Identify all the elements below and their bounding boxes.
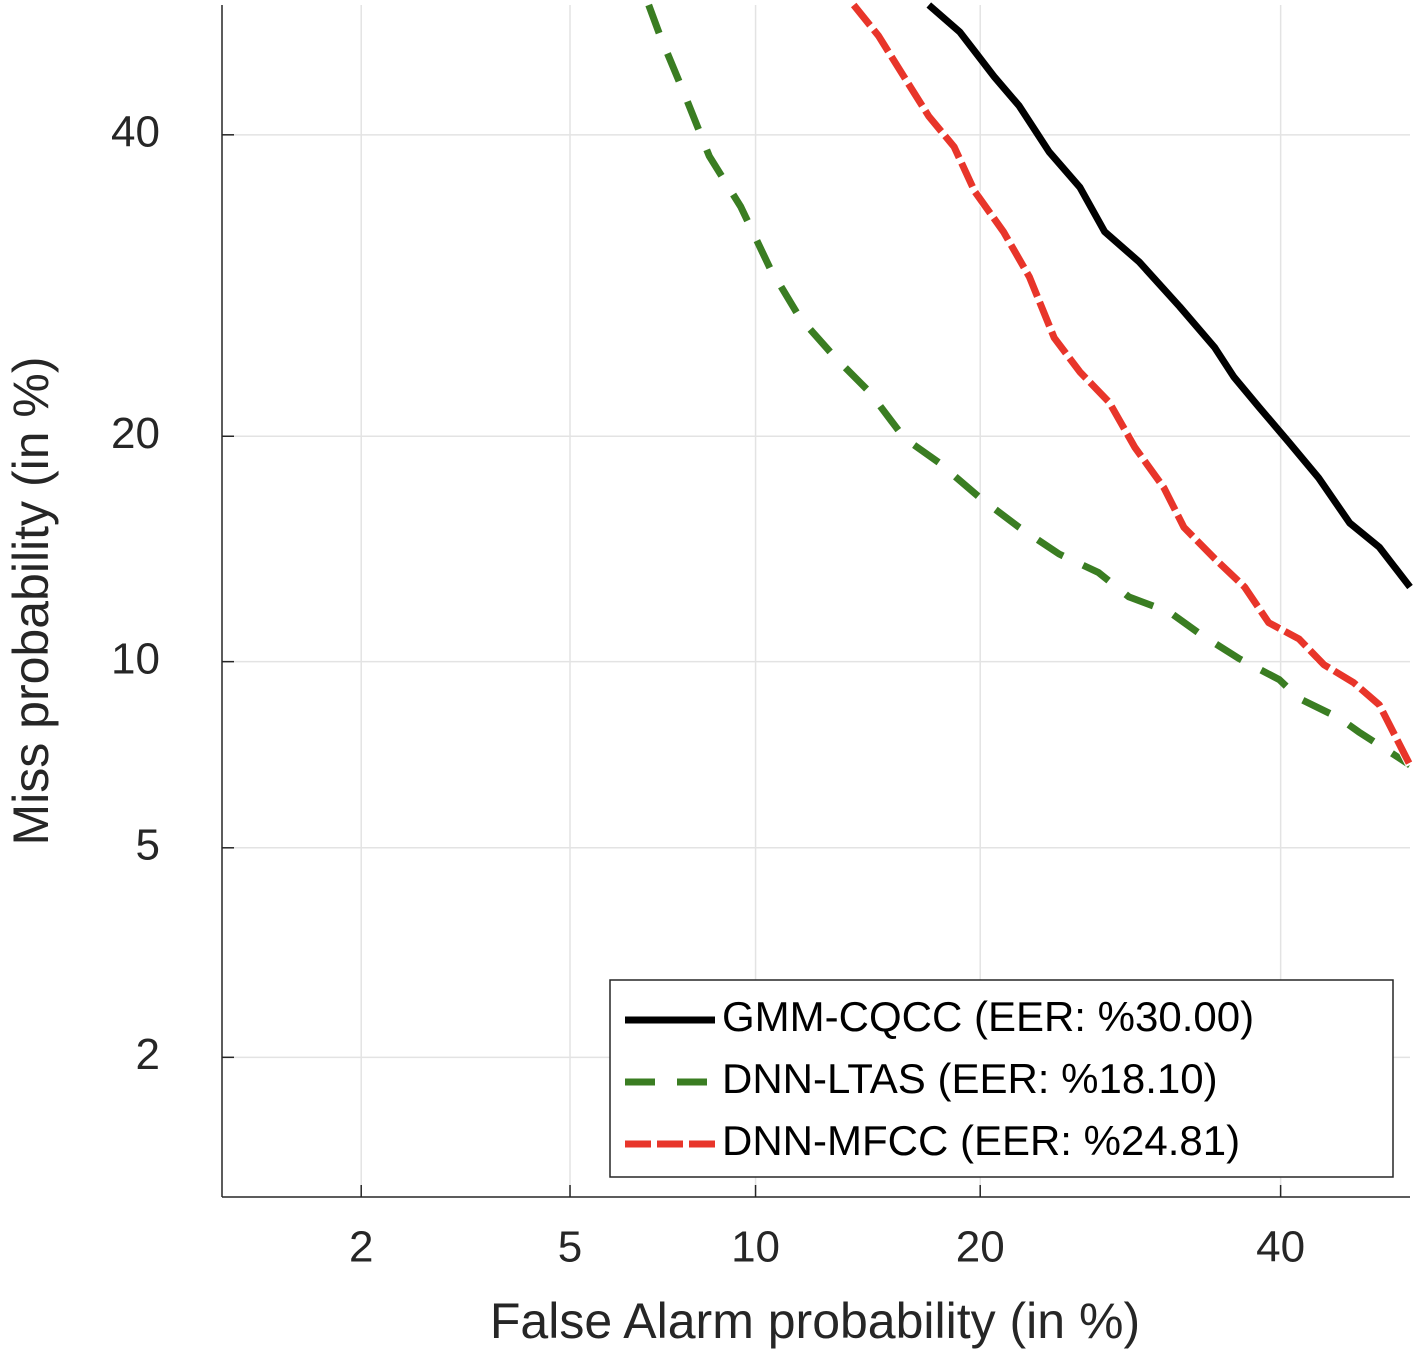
series-line: [926, 2, 1413, 590]
legend-label: DNN-MFCC (EER: %24.81): [722, 1117, 1240, 1164]
x-tick-label: 40: [1256, 1223, 1305, 1272]
legend-label: DNN-LTAS (EER: %18.10): [722, 1055, 1218, 1102]
y-tick-label: 20: [111, 409, 160, 458]
series-underlay: [850, 2, 1415, 768]
series-line: [645, 3, 1412, 768]
x-tick-label: 2: [349, 1223, 373, 1272]
y-tick-label: 40: [111, 107, 160, 156]
x-tick-label: 10: [731, 1223, 780, 1272]
x-tick-label: 5: [558, 1223, 582, 1272]
x-axis-label: False Alarm probability (in %): [490, 1293, 1140, 1349]
x-tick-label: 20: [956, 1223, 1005, 1272]
y-tick-label: 10: [111, 634, 160, 683]
y-tick-label: 2: [136, 1030, 160, 1079]
series-line: [850, 2, 1414, 767]
y-axis-label: Miss probability (in %): [3, 356, 59, 845]
legend-box: [609, 979, 1394, 1178]
y-tick-label: 5: [136, 820, 160, 869]
legend-label: GMM-CQCC (EER: %30.00): [722, 993, 1254, 1040]
